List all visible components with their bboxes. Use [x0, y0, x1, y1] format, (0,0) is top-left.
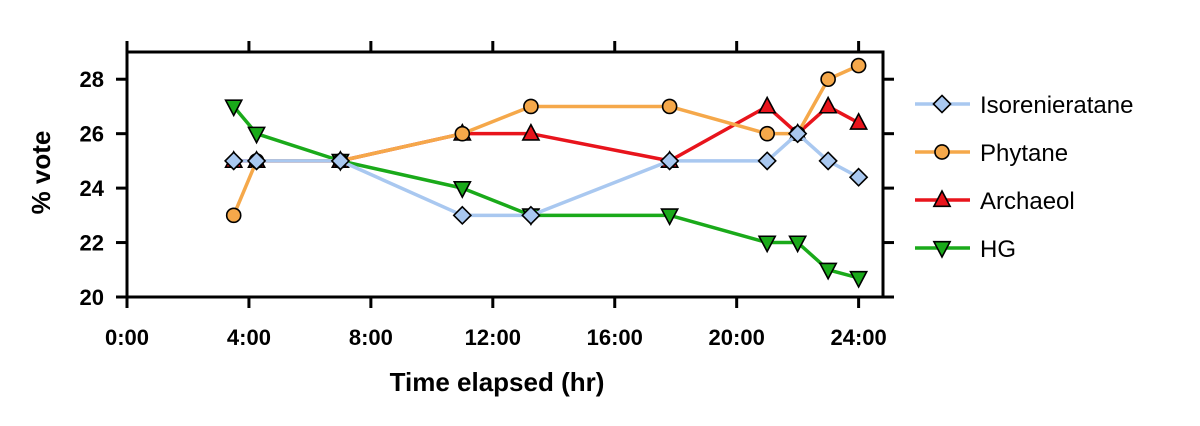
y-axis-ticks: 20 22 24 26 28: [80, 67, 894, 310]
data-point-archaeol: [849, 112, 869, 130]
legend-label: Isorenieratane: [980, 92, 1133, 119]
legend-marker: [934, 144, 950, 160]
data-point-hg: [788, 235, 808, 254]
x-tick-label: 24:00: [830, 325, 886, 350]
legend-item-archaeol: Archaeol: [915, 188, 1075, 215]
legend-item-isorenieratane: Isorenieratane: [915, 92, 1133, 119]
plot-area: [224, 57, 869, 289]
data-point-hg: [247, 126, 266, 145]
legend-label: Phytane: [980, 140, 1068, 167]
series-line-hg: [231, 104, 861, 280]
y-tick-label: 22: [80, 231, 104, 256]
data-point-archaeol: [757, 95, 777, 114]
data-point-hg: [452, 181, 472, 199]
legend-item-phytane: Phytane: [915, 140, 1068, 167]
x-tick-label: 0:00: [105, 325, 149, 350]
data-point-phytane: [454, 125, 471, 142]
data-point-phytane: [850, 57, 867, 74]
x-tick-label: 8:00: [349, 325, 393, 350]
series-line-isorenieratane: [231, 131, 861, 218]
data-point-phytane: [661, 98, 678, 115]
data-point-isorenieratane: [818, 151, 838, 171]
data-point-isorenieratane: [848, 167, 869, 187]
x-axis-title: Time elapsed (hr): [390, 367, 605, 397]
plot-frame: [125, 50, 885, 299]
y-tick-label: 26: [80, 122, 104, 147]
data-point-phytane: [225, 207, 242, 224]
data-point-isorenieratane: [452, 205, 473, 226]
data-point-hg: [849, 270, 869, 289]
data-point-phytane: [523, 98, 539, 115]
x-tick-label: 4:00: [227, 325, 271, 350]
data-point-isorenieratane: [787, 123, 808, 144]
y-tick-label: 24: [80, 176, 105, 201]
x-tick-label: 20:00: [709, 325, 765, 350]
series-phytane: [225, 57, 867, 224]
data-point-isorenieratane: [330, 151, 351, 171]
axes: [125, 50, 885, 299]
data-point-isorenieratane: [246, 151, 267, 171]
legend: Isorenieratane Phytane Archaeol HG: [915, 92, 1133, 263]
data-point-isorenieratane: [521, 205, 541, 226]
x-axis-ticks: 0:00 4:00 8:00 12:00 16:00 20:00 24:00: [105, 41, 887, 350]
data-point-phytane: [820, 71, 836, 88]
data-point-isorenieratane: [659, 151, 680, 171]
legend-marker: [932, 94, 952, 114]
legend-item-hg: HG: [915, 236, 1016, 263]
legend-marker: [932, 189, 952, 208]
x-tick-label: 16:00: [587, 325, 643, 350]
legend-label: HG: [980, 236, 1016, 263]
data-point-isorenieratane: [757, 151, 777, 171]
x-tick-label: 12:00: [465, 325, 521, 350]
data-point-archaeol: [818, 95, 838, 114]
data-point-hg: [818, 262, 838, 281]
data-point-archaeol: [521, 122, 541, 141]
data-point-hg: [660, 208, 680, 227]
y-axis-title: % vote: [26, 131, 56, 215]
y-tick-label: 20: [80, 285, 104, 310]
series-isorenieratane: [224, 123, 869, 226]
data-point-phytane: [759, 125, 775, 142]
data-point-isorenieratane: [224, 151, 244, 171]
data-point-hg: [224, 99, 244, 118]
legend-marker: [932, 240, 952, 259]
data-point-hg: [757, 235, 777, 254]
legend-label: Archaeol: [980, 188, 1075, 215]
y-tick-label: 28: [80, 67, 104, 92]
